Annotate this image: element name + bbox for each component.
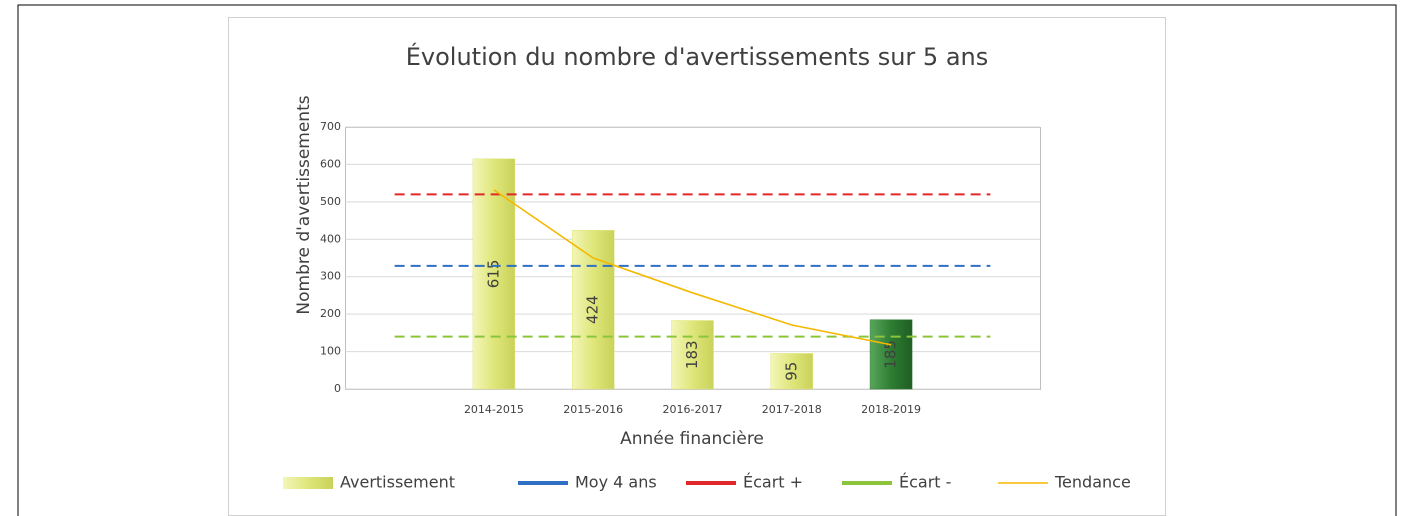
y-tick-label: 600 [320, 157, 341, 170]
x-tick-label: 2015-2016 [563, 403, 623, 416]
x-tick-label: 2014-2015 [464, 403, 524, 416]
legend-label: Moy 4 ans [575, 473, 657, 492]
data-label: 183 [683, 340, 701, 369]
y-tick-label: 200 [320, 307, 341, 320]
y-tick-label: 500 [320, 195, 341, 208]
data-label: 424 [584, 295, 602, 324]
data-label: 95 [782, 362, 800, 381]
bar [869, 319, 913, 390]
legend-swatch [283, 477, 333, 489]
frame [17, 4, 1397, 516]
bar [472, 158, 516, 390]
x-axis-label: Année financière [620, 429, 764, 449]
bar [770, 353, 814, 390]
data-label: 185 [882, 340, 900, 369]
legend-label: Écart - [899, 473, 951, 492]
y-axis-label: Nombre d'avertissements [294, 95, 314, 314]
chart-title: Évolution du nombre d'avertissements sur… [406, 42, 989, 71]
y-tick-label: 400 [320, 232, 341, 245]
y-tick-label: 100 [320, 345, 341, 358]
y-tick-label: 300 [320, 270, 341, 283]
x-tick-label: 2017-2018 [762, 403, 822, 416]
bar [571, 230, 615, 390]
legend-label: Tendance [1054, 473, 1131, 492]
line-series [493, 189, 892, 346]
legend-label: Écart + [743, 473, 803, 492]
y-tick-label: 0 [334, 382, 341, 395]
x-tick-label: 2018-2019 [861, 403, 921, 416]
bar [671, 320, 714, 390]
data-label: 615 [484, 260, 502, 289]
x-tick-label: 2016-2017 [663, 403, 723, 416]
y-tick-label: 700 [320, 120, 341, 133]
legend-label: Avertissement [340, 473, 455, 492]
